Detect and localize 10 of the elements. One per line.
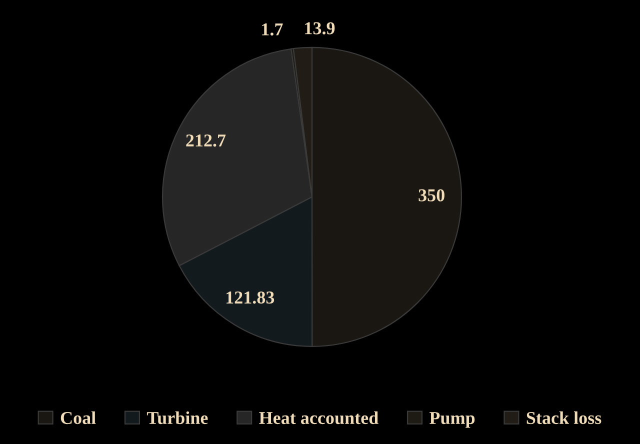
- legend-label: Turbine: [146, 411, 208, 424]
- data-label: 350: [418, 189, 444, 202]
- legend-label: Stack loss: [526, 411, 602, 424]
- data-label: 121.83: [226, 291, 274, 304]
- data-label: 13.9: [305, 22, 335, 34]
- data-label: 1.7: [262, 23, 283, 36]
- legend-label: Coal: [60, 411, 96, 424]
- legend-label: Heat accounted: [259, 411, 378, 424]
- data-label: 212.7: [186, 134, 226, 147]
- legend-label: Pump: [430, 412, 475, 428]
